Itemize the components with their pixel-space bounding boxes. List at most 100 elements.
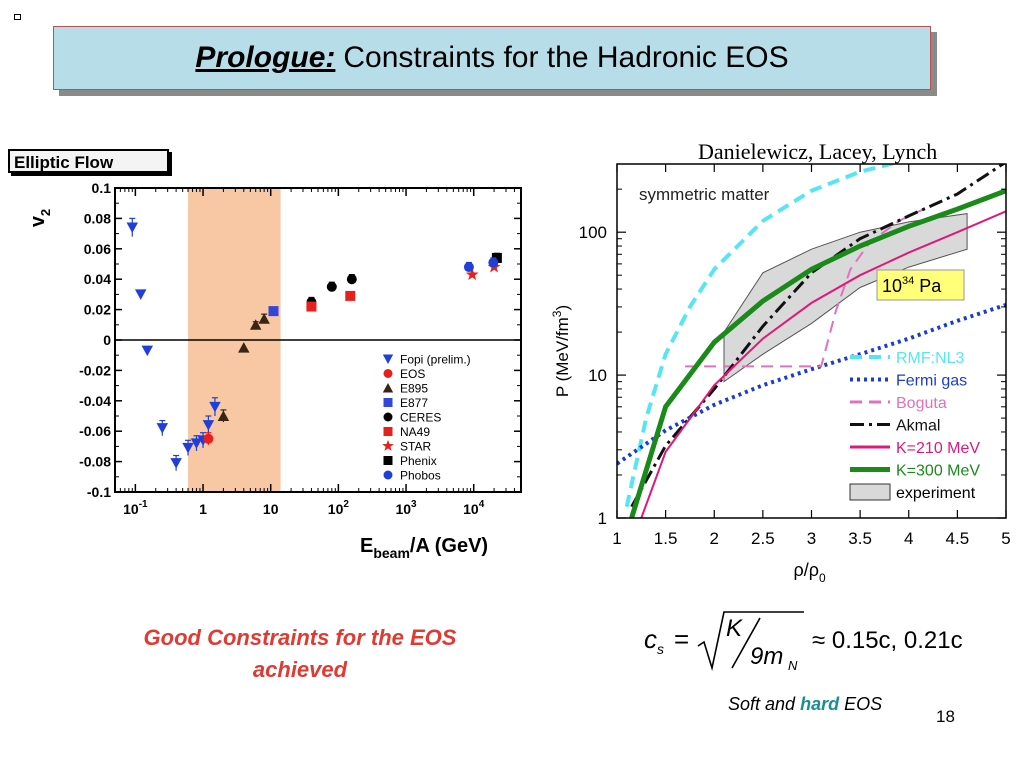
x-axis-label: Ebeam/A (GeV) [360, 535, 488, 561]
data-point [326, 281, 337, 292]
data-point [209, 401, 221, 413]
formula-slash [731, 617, 761, 669]
y-tick-label: 0.1 [92, 180, 112, 196]
legend-label: Fopi (prelim.) [400, 353, 471, 367]
title-rest: Constraints for the Hadronic EOS [343, 41, 789, 74]
data-point [306, 301, 317, 312]
conclusion-line-2: achieved [252, 657, 348, 682]
data-point [268, 306, 279, 317]
legend-label: Phenix [400, 454, 437, 468]
eos-caption: Soft and hard EOS [728, 694, 882, 715]
y-tick-label: 0.04 [84, 271, 111, 287]
y-tick-label: -0.08 [79, 454, 111, 470]
legend-marker [383, 398, 393, 407]
x-tick-label: 102 [328, 499, 350, 517]
y-axis-label: P (MeV/fm3) [550, 305, 572, 397]
y-tick-label: -0.04 [79, 393, 111, 409]
data-point [345, 290, 356, 301]
data-point [134, 289, 147, 300]
y-axis-label-sup: 3 [550, 310, 564, 317]
x-tick-label: 5 [1001, 529, 1010, 548]
x-tick-label: 3.5 [848, 529, 872, 548]
conclusion-line-1: Good Constraints for the EOS [143, 625, 457, 650]
elliptic-flow-label: Elliptic Flow [8, 149, 169, 173]
formula-lhs-sub: s [657, 641, 664, 657]
corner-mark [14, 14, 21, 20]
y-tick-label: 0.06 [84, 241, 111, 257]
x-tick-exponent: 3 [411, 499, 417, 510]
annotation-symmetric-matter: symmetric matter [639, 185, 770, 204]
legend-label: STAR [400, 440, 431, 454]
formula-denominator-sub: N [788, 658, 798, 673]
x-tick-label: 10-1 [123, 499, 148, 517]
legend-label: Boguta [896, 395, 947, 412]
data-point [170, 458, 182, 469]
title-bold: Prologue: [195, 41, 336, 74]
slide-title: Prologue: Constraints for the Hadronic E… [53, 26, 931, 90]
caption-soft: Soft and [728, 694, 796, 714]
y-tick-label: 0.02 [84, 302, 111, 318]
series-line [630, 164, 1006, 508]
eos-pressure-chart: 1 1.5 2 2.5 3 3.5 4 4.5 5 1 10 100 P (MeV/fm3) ρ/ρ0 sy… [550, 163, 1011, 585]
formula-denominator: 9m [750, 643, 783, 670]
x-axis-label-sub: beam [373, 545, 410, 561]
data-point [203, 433, 214, 444]
x-tick-label: 1 [612, 529, 621, 548]
data-point [190, 438, 203, 449]
legend-marker [382, 383, 394, 393]
inset-label-unit: Pa [914, 276, 942, 296]
x-tick-exponent: 2 [343, 499, 349, 510]
conclusion-text: Good Constraints for the EOS achieved [60, 622, 540, 686]
inset-label-exp: 34 [902, 275, 914, 287]
legend-marker [383, 412, 393, 422]
x-tick-label: 2.5 [751, 529, 775, 548]
legend-label: E895 [400, 382, 428, 396]
slide-number: 18 [936, 707, 955, 726]
x-tick-label: 1 [199, 501, 207, 517]
y-tick-label: 1 [598, 509, 607, 528]
formula-lhs: c [644, 624, 657, 654]
legend-marker [383, 427, 393, 436]
data-point [182, 442, 194, 454]
legend-label: K=300 MeV [896, 463, 980, 480]
data-point [463, 262, 474, 273]
y-tick-label: -0.06 [79, 423, 111, 439]
x-tick-label: 4 [904, 529, 913, 548]
legend-experiment-label: experiment [896, 485, 976, 502]
data-point [249, 319, 262, 330]
y-tick-label: 100 [579, 223, 607, 242]
formula-sqrt [697, 611, 804, 672]
x-tick-label: 2 [710, 529, 719, 548]
data-point [488, 257, 499, 268]
y-tick-label: 0.08 [84, 210, 111, 226]
data-point [126, 222, 139, 234]
caption-eos: EOS [844, 694, 883, 714]
plot-area [617, 164, 1006, 518]
x-tick-exponent: -1 [139, 499, 148, 510]
sound-speed-formula: c s = K 9m N ≈ 0.15c, 0.21c [644, 611, 963, 673]
legend-label: Akmal [896, 418, 940, 435]
x-tick-label: 3 [807, 529, 816, 548]
data-point [258, 313, 270, 324]
x-tick-label: 104 [463, 499, 485, 517]
legend-label: E877 [400, 396, 428, 410]
caption-hard: hard [800, 694, 840, 714]
experiment-band [723, 213, 968, 383]
data-point [217, 410, 230, 421]
series-line [629, 188, 1006, 518]
y-tick-label: 0 [103, 332, 111, 348]
legend-marker [382, 439, 394, 451]
legend-label: CERES [400, 411, 441, 425]
legend-label: Phobos [400, 469, 441, 483]
y-tick-label: -0.02 [79, 362, 111, 378]
series-line [685, 206, 929, 368]
legend-marker [382, 354, 394, 364]
formula-equals: = [674, 624, 689, 654]
series-line [640, 210, 1006, 518]
x-tick-exponent: 4 [479, 499, 485, 510]
x-tick-label: 1.5 [654, 529, 678, 548]
data-point [141, 345, 154, 357]
legend-marker [383, 470, 393, 480]
y-axis-label-sub: 2 [38, 209, 53, 216]
formula-numerator: K [726, 615, 743, 642]
